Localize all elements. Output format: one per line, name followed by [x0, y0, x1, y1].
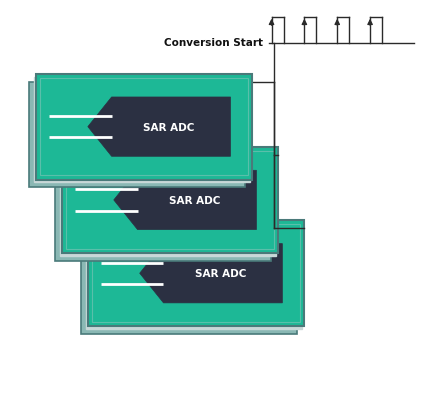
Text: SAR ADC: SAR ADC	[194, 269, 246, 279]
Bar	[66, 152, 273, 249]
Bar	[81, 229, 296, 334]
Bar	[62, 148, 277, 253]
Polygon shape	[114, 171, 256, 230]
Bar	[55, 155, 270, 261]
Text: SAR ADC: SAR ADC	[168, 196, 220, 205]
Bar	[92, 225, 299, 322]
Bar	[88, 221, 303, 326]
Polygon shape	[88, 98, 230, 157]
Bar	[59, 151, 275, 256]
Text: SAR ADC: SAR ADC	[143, 122, 194, 132]
Bar	[34, 77, 250, 183]
Bar	[29, 82, 245, 188]
Bar	[85, 224, 301, 329]
Bar	[36, 74, 251, 180]
Polygon shape	[139, 244, 282, 303]
Bar	[40, 79, 247, 176]
Text: Conversion Start: Conversion Start	[164, 38, 262, 47]
